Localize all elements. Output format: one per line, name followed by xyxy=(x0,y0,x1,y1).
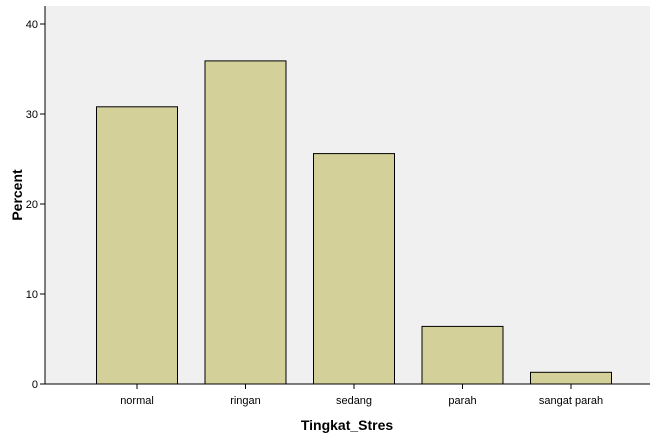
y-tick-label: 0 xyxy=(32,379,38,391)
bar-sangat-parah xyxy=(530,371,612,385)
y-tick-label: 20 xyxy=(26,199,38,211)
x-axis-title: Tingkat_Stres xyxy=(301,417,394,433)
x-tick-label: sedang xyxy=(336,395,372,407)
x-tick-labels: normal ringan sedang parah sangat parah xyxy=(120,384,603,407)
x-tick-label: parah xyxy=(448,395,476,407)
x-tick-label: normal xyxy=(120,395,154,407)
y-axis-title: Percent xyxy=(9,169,25,221)
x-tick-label: sangat parah xyxy=(539,395,603,407)
bar-parah xyxy=(421,325,504,385)
bars xyxy=(96,60,612,385)
x-tick-label: ringan xyxy=(230,395,261,407)
y-tick-label: 40 xyxy=(26,19,38,31)
bar-normal xyxy=(96,106,178,385)
bar-sedang xyxy=(313,153,395,385)
bar-ringan xyxy=(204,60,287,385)
y-tick-label: 30 xyxy=(26,109,38,121)
y-ticks: 0 10 20 30 40 xyxy=(26,19,45,391)
y-tick-label: 10 xyxy=(26,289,38,301)
